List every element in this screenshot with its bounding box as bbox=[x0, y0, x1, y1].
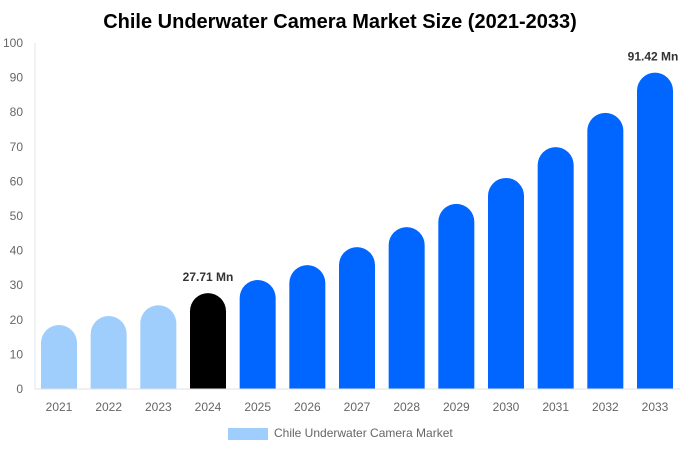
y-tick-label: 60 bbox=[10, 174, 24, 188]
y-tick-label: 0 bbox=[16, 382, 23, 396]
y-tick-label: 50 bbox=[10, 209, 24, 223]
bars bbox=[41, 72, 673, 389]
y-axis: 0 10 20 30 40 50 60 70 80 90 100 bbox=[3, 36, 36, 396]
bar-2029[interactable] bbox=[438, 203, 475, 389]
y-tick-label: 20 bbox=[10, 313, 24, 327]
bar-2023[interactable] bbox=[140, 305, 177, 389]
bar-2024[interactable] bbox=[190, 293, 226, 389]
data-label: 27.71 Mn bbox=[183, 270, 234, 284]
legend-swatch bbox=[228, 428, 268, 440]
bar-2031[interactable] bbox=[537, 147, 574, 389]
x-tick-label: 2024 bbox=[195, 400, 222, 414]
x-tick-label: 2032 bbox=[592, 400, 619, 414]
y-tick-label: 100 bbox=[3, 36, 23, 50]
bar-2030[interactable] bbox=[488, 177, 524, 389]
y-tick-label: 70 bbox=[10, 140, 24, 154]
x-tick-label: 2029 bbox=[443, 400, 470, 414]
x-tick-label: 2026 bbox=[294, 400, 321, 414]
bar-2033[interactable] bbox=[637, 72, 673, 389]
y-tick-label: 40 bbox=[10, 244, 24, 258]
bar-2022[interactable] bbox=[90, 315, 127, 389]
y-tick-label: 10 bbox=[10, 347, 24, 361]
x-tick-label: 2028 bbox=[393, 400, 420, 414]
x-tick-label: 2025 bbox=[244, 400, 271, 414]
legend-label: Chile Underwater Camera Market bbox=[274, 426, 453, 440]
x-tick-label: 2022 bbox=[95, 400, 122, 414]
bar-2032[interactable] bbox=[587, 112, 624, 389]
x-tick-label: 2031 bbox=[542, 400, 569, 414]
data-label: 91.42 Mn bbox=[628, 50, 679, 64]
bar-2028[interactable] bbox=[388, 227, 425, 389]
y-tick-label: 30 bbox=[10, 278, 24, 292]
bar-2025[interactable] bbox=[239, 280, 276, 389]
legend[interactable]: Chile Underwater Camera Market bbox=[228, 426, 453, 440]
bar-2021[interactable] bbox=[41, 324, 77, 389]
y-tick-label: 90 bbox=[10, 71, 24, 85]
bar-2027[interactable] bbox=[339, 247, 375, 389]
data-labels: 27.71 Mn 91.42 Mn bbox=[183, 50, 679, 284]
x-tick-label: 2030 bbox=[493, 400, 520, 414]
x-axis: 2021 2022 2023 2024 2025 2026 2027 2028 2029 2030… bbox=[35, 388, 680, 414]
y-tick-label: 80 bbox=[10, 105, 24, 119]
x-tick-label: 2033 bbox=[642, 400, 669, 414]
x-tick-label: 2021 bbox=[46, 400, 73, 414]
chart-title: Chile Underwater Camera Market Size (202… bbox=[103, 11, 577, 33]
x-tick-label: 2023 bbox=[145, 400, 172, 414]
bar-2026[interactable] bbox=[289, 265, 326, 389]
x-tick-label: 2027 bbox=[344, 400, 371, 414]
